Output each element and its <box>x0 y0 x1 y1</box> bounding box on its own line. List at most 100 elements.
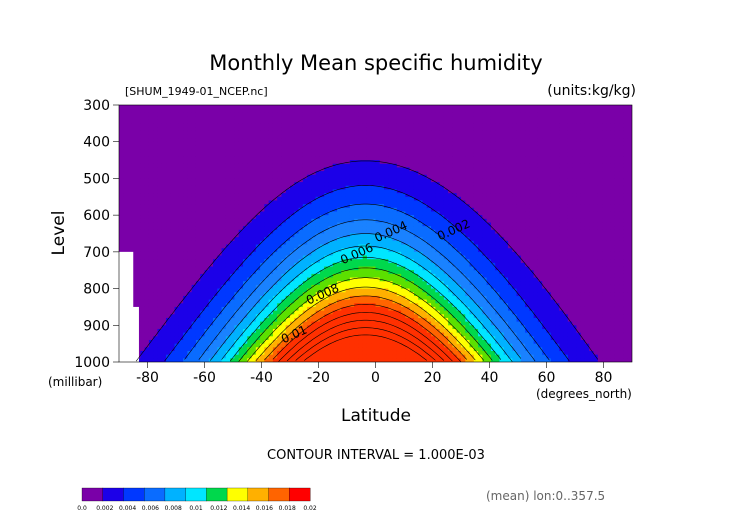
contour-cell <box>332 303 338 308</box>
contour-cell <box>392 317 398 323</box>
contour-cell <box>396 354 402 359</box>
contour-cell <box>200 134 206 139</box>
contour-cell <box>405 273 411 279</box>
contour-cell <box>366 299 372 304</box>
contour-cell <box>354 317 360 323</box>
contour-cell <box>375 138 381 143</box>
contour-cell <box>328 262 334 268</box>
contour-cell <box>144 233 150 238</box>
contour-cell <box>166 244 171 249</box>
contour-cell <box>392 233 398 238</box>
contour-cell <box>422 141 428 146</box>
contour-cell <box>294 350 300 356</box>
contour-cell <box>401 299 407 304</box>
contour-cell <box>255 259 261 264</box>
contour-cell <box>349 240 355 246</box>
contour-cell <box>319 189 325 194</box>
contour-cell <box>401 156 407 161</box>
contour-cell <box>413 226 419 231</box>
contour-cell <box>144 299 150 304</box>
contour-cell <box>247 259 253 264</box>
contour-cell <box>195 295 201 301</box>
contour-cell <box>341 134 347 139</box>
contour-cell <box>366 207 372 213</box>
contour-cell <box>277 237 283 242</box>
contour-cell <box>298 259 304 264</box>
contour-cell <box>401 178 407 183</box>
contour-cell <box>285 273 291 279</box>
contour-cell <box>405 288 411 293</box>
contour-cell <box>388 211 394 216</box>
contour-cell <box>213 196 218 202</box>
contour-cell <box>366 222 372 227</box>
contour-cell <box>294 270 300 275</box>
contour-cell <box>290 354 295 359</box>
contour-cell <box>136 204 141 209</box>
contour-cell <box>366 229 372 235</box>
contour-cell <box>195 336 201 341</box>
contour-cell <box>264 171 270 176</box>
contour-cell <box>213 292 218 297</box>
contour-cell <box>268 218 274 224</box>
contour-cell <box>225 204 231 209</box>
contour-cell <box>328 193 334 198</box>
contour-cell <box>157 149 163 154</box>
contour-cell <box>396 152 402 157</box>
contour-cell <box>272 218 278 224</box>
contour-cell <box>285 174 291 180</box>
contour-cell <box>354 248 360 253</box>
contour-cell <box>208 339 214 345</box>
contour-cell <box>264 259 270 264</box>
contour-cell <box>396 277 402 282</box>
contour-cell <box>170 138 176 143</box>
contour-cell <box>140 306 146 312</box>
contour-cell <box>127 141 133 146</box>
contour-cell <box>362 259 368 264</box>
contour-cell <box>230 182 236 187</box>
contour-cell <box>247 237 253 242</box>
contour-cell <box>251 156 257 161</box>
contour-cell <box>191 163 197 169</box>
contour-cell <box>153 328 159 334</box>
contour-cell <box>221 288 227 293</box>
contour-cell <box>319 233 325 238</box>
contour-cell <box>157 306 163 312</box>
contour-cell <box>255 281 261 286</box>
contour-cell <box>285 116 291 121</box>
contour-cell <box>362 255 368 260</box>
contour-cell <box>225 112 231 117</box>
contour-cell <box>311 196 317 202</box>
contour-cell <box>358 343 364 348</box>
contour-cell <box>183 196 189 202</box>
contour-cell <box>153 112 159 117</box>
contour-cell <box>264 200 270 205</box>
contour-cell <box>379 259 385 264</box>
contour-cell <box>418 152 424 157</box>
contour-cell <box>174 321 180 326</box>
contour-cell <box>341 182 347 187</box>
contour-cell <box>332 237 338 242</box>
contour-cell <box>242 218 248 224</box>
contour-cell <box>371 215 377 220</box>
contour-cell <box>238 347 244 352</box>
contour-cell <box>388 328 394 334</box>
contour-cell <box>392 310 398 315</box>
contour-cell <box>392 207 398 213</box>
contour-cell <box>277 112 283 117</box>
contour-cell <box>204 233 210 238</box>
contour-cell <box>298 336 304 341</box>
contour-cell <box>183 193 189 198</box>
contour-cell <box>140 328 146 334</box>
contour-cell <box>242 328 248 334</box>
contour-cell <box>418 251 424 257</box>
contour-cell <box>375 354 381 359</box>
contour-cell <box>281 251 287 257</box>
contour-cell <box>183 171 189 176</box>
contour-cell <box>238 295 244 301</box>
contour-cell <box>170 244 176 249</box>
contour-cell <box>174 222 180 227</box>
contour-cell <box>234 163 240 169</box>
contour-cell <box>140 233 146 238</box>
contour-cell <box>247 182 253 187</box>
contour-cell <box>281 182 287 187</box>
